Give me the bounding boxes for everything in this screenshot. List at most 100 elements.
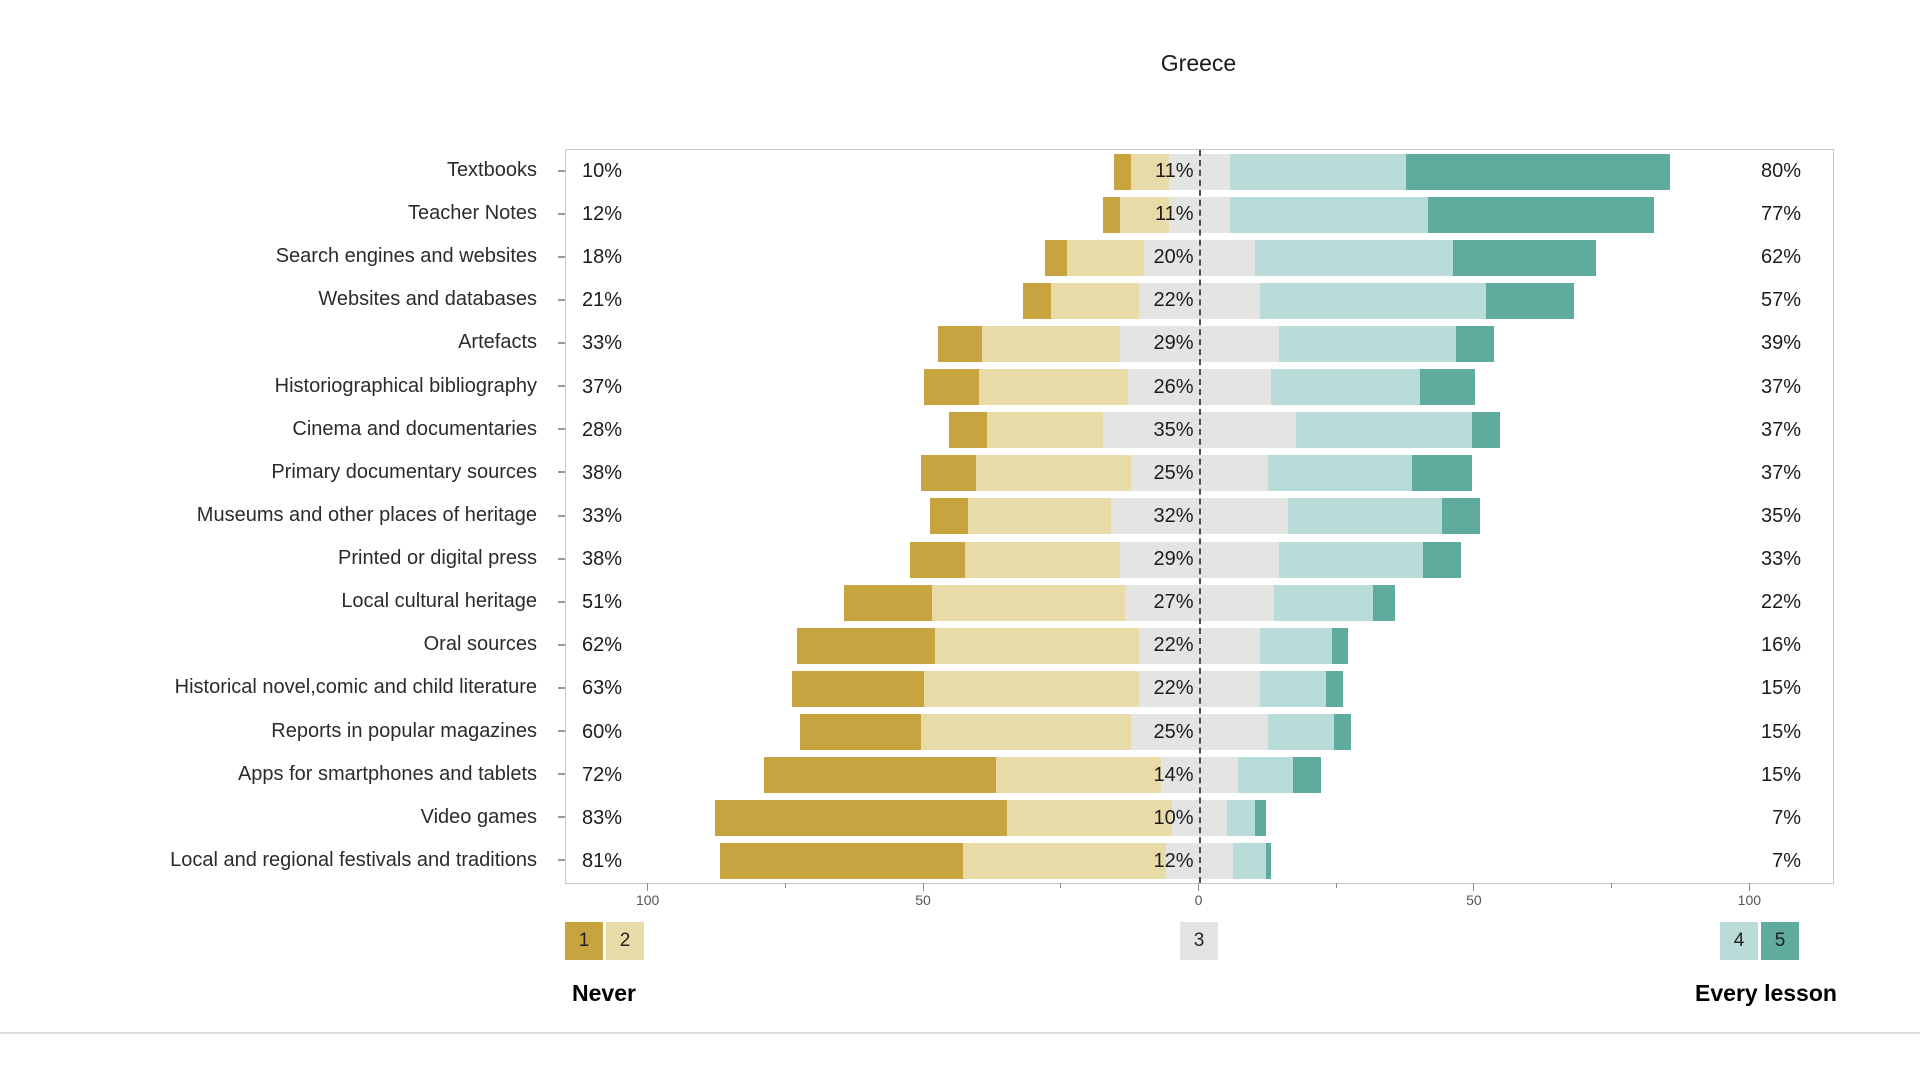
never-pct-label: 10% bbox=[582, 160, 623, 182]
bar-segment-5 bbox=[1326, 670, 1343, 707]
category-tick bbox=[558, 859, 565, 862]
chart-row: 10% 11% 80% bbox=[566, 150, 1833, 193]
legend-swatch-5: 5 bbox=[1761, 922, 1799, 960]
x-axis-tick bbox=[1611, 883, 1613, 888]
bar-segment-5 bbox=[1485, 282, 1575, 319]
bar-segment-1 bbox=[800, 714, 922, 751]
category-label: Video games bbox=[420, 805, 537, 828]
neutral-pct-label: 25% bbox=[1153, 461, 1194, 484]
bar-segment-1 bbox=[937, 325, 982, 362]
bar-segment-5 bbox=[1472, 412, 1500, 449]
bar-segment-5 bbox=[1254, 800, 1266, 837]
every-pct-label: 39% bbox=[1760, 332, 1801, 355]
neutral-pct-label: 22% bbox=[1153, 634, 1194, 657]
bar-segment-4 bbox=[1295, 412, 1473, 449]
neutral-pct-label: 12% bbox=[1153, 849, 1194, 872]
bar-segment-4 bbox=[1279, 541, 1423, 578]
bar-segment-5 bbox=[1452, 239, 1597, 276]
category-tick bbox=[558, 169, 565, 172]
bar-segment-2 bbox=[1119, 196, 1170, 233]
never-pct-label: 33% bbox=[582, 504, 623, 527]
x-axis-tick bbox=[922, 883, 924, 891]
bar-segment-1 bbox=[797, 627, 936, 664]
x-axis-tick-label: 100 bbox=[1737, 892, 1762, 908]
zero-dashed-line bbox=[1198, 150, 1201, 883]
never-pct-label: 83% bbox=[582, 806, 623, 829]
bar-segment-1 bbox=[720, 843, 963, 880]
legend-swatch-2: 2 bbox=[606, 922, 644, 960]
bar-segment-1 bbox=[844, 584, 933, 621]
category-labels: Textbooks Teacher Notes Search engines and… bbox=[0, 149, 551, 882]
bar-segment-2 bbox=[1067, 239, 1145, 276]
chart-row: 83% 10% 7% bbox=[566, 797, 1833, 840]
bar-segment-2 bbox=[1006, 800, 1172, 837]
bar-segment-1 bbox=[910, 541, 966, 578]
category-tick bbox=[558, 255, 565, 258]
never-pct-label: 21% bbox=[582, 289, 623, 312]
category-label: Artefacts bbox=[458, 331, 537, 354]
bar-segment-1 bbox=[1114, 153, 1131, 190]
chart-title: Greece bbox=[1160, 50, 1237, 76]
legend-swatch-1: 1 bbox=[565, 922, 603, 960]
neutral-pct-label: 11% bbox=[1154, 160, 1194, 182]
bar-segment-1 bbox=[1023, 282, 1051, 319]
every-pct-label: 33% bbox=[1760, 548, 1801, 571]
bar-segment-4 bbox=[1229, 196, 1429, 233]
bar-segment-2 bbox=[1050, 282, 1139, 319]
never-pct-label: 62% bbox=[582, 634, 623, 657]
never-pct-label: 63% bbox=[582, 677, 623, 700]
category-tick bbox=[558, 428, 565, 431]
bar-segment-4 bbox=[1268, 455, 1412, 492]
bar-segment-4 bbox=[1232, 843, 1266, 880]
bar-segment-2 bbox=[924, 670, 1139, 707]
bar-segment-1 bbox=[764, 757, 996, 794]
x-axis-tick bbox=[1198, 883, 1199, 891]
neutral-pct-label: 14% bbox=[1153, 763, 1194, 786]
bar-segment-5 bbox=[1406, 153, 1671, 190]
bar-segment-2 bbox=[979, 369, 1128, 406]
bar-segment-5 bbox=[1411, 455, 1473, 492]
category-axis-ticks bbox=[558, 149, 565, 882]
never-pct-label: 12% bbox=[582, 203, 623, 226]
bar-segment-1 bbox=[714, 800, 1007, 837]
bar-segment-5 bbox=[1428, 196, 1654, 233]
neutral-pct-label: 29% bbox=[1153, 332, 1194, 355]
x-axis: 100 50 0 50 100 bbox=[565, 883, 1832, 917]
neutral-pct-label: 20% bbox=[1153, 246, 1194, 269]
plot-area: 10% 11% 80% 12% 11% 77% 18% 20% 62% 21% 22% 57% 33% 2… bbox=[565, 149, 1834, 884]
x-axis-tick-label: 50 bbox=[1466, 892, 1482, 908]
bar-segment-2 bbox=[935, 627, 1139, 664]
every-pct-label: 7% bbox=[1772, 806, 1801, 829]
legend-swatch-4: 4 bbox=[1720, 922, 1758, 960]
neutral-pct-label: 22% bbox=[1153, 677, 1194, 700]
every-pct-label: 37% bbox=[1760, 418, 1801, 441]
neutral-pct-label: 29% bbox=[1153, 548, 1194, 571]
bar-segment-5 bbox=[1331, 627, 1349, 664]
neutral-pct-label: 26% bbox=[1153, 375, 1194, 398]
neutral-pct-label: 35% bbox=[1153, 418, 1194, 441]
neutral-pct-label: 11% bbox=[1154, 203, 1194, 226]
x-axis-tick bbox=[1335, 883, 1337, 888]
category-tick bbox=[558, 730, 565, 733]
x-axis-tick-label: 0 bbox=[1194, 892, 1203, 908]
bar-segment-2 bbox=[968, 498, 1112, 535]
bar-segment-1 bbox=[929, 498, 969, 535]
category-label: Historiographical bibliography bbox=[274, 374, 537, 397]
neutral-pct-label: 22% bbox=[1153, 289, 1194, 312]
every-pct-label: 37% bbox=[1760, 461, 1801, 484]
every-pct-label: 35% bbox=[1760, 504, 1801, 527]
legend-swatch-3: 3 bbox=[1180, 922, 1218, 960]
x-axis-tick bbox=[1060, 883, 1062, 888]
chart-row: 38% 29% 33% bbox=[566, 538, 1833, 581]
bar-segment-1 bbox=[791, 670, 925, 707]
bar-segment-1 bbox=[924, 369, 980, 406]
never-pct-label: 60% bbox=[582, 720, 623, 743]
category-label: Teacher Notes bbox=[408, 202, 537, 225]
legend-caption-never: Never bbox=[572, 980, 636, 1006]
category-tick bbox=[558, 471, 565, 474]
bar-segment-4 bbox=[1227, 800, 1255, 837]
bar-segment-1 bbox=[1045, 239, 1068, 276]
bar-segment-5 bbox=[1265, 843, 1272, 880]
category-label: Local cultural heritage bbox=[341, 590, 537, 613]
neutral-pct-label: 10% bbox=[1153, 806, 1194, 829]
